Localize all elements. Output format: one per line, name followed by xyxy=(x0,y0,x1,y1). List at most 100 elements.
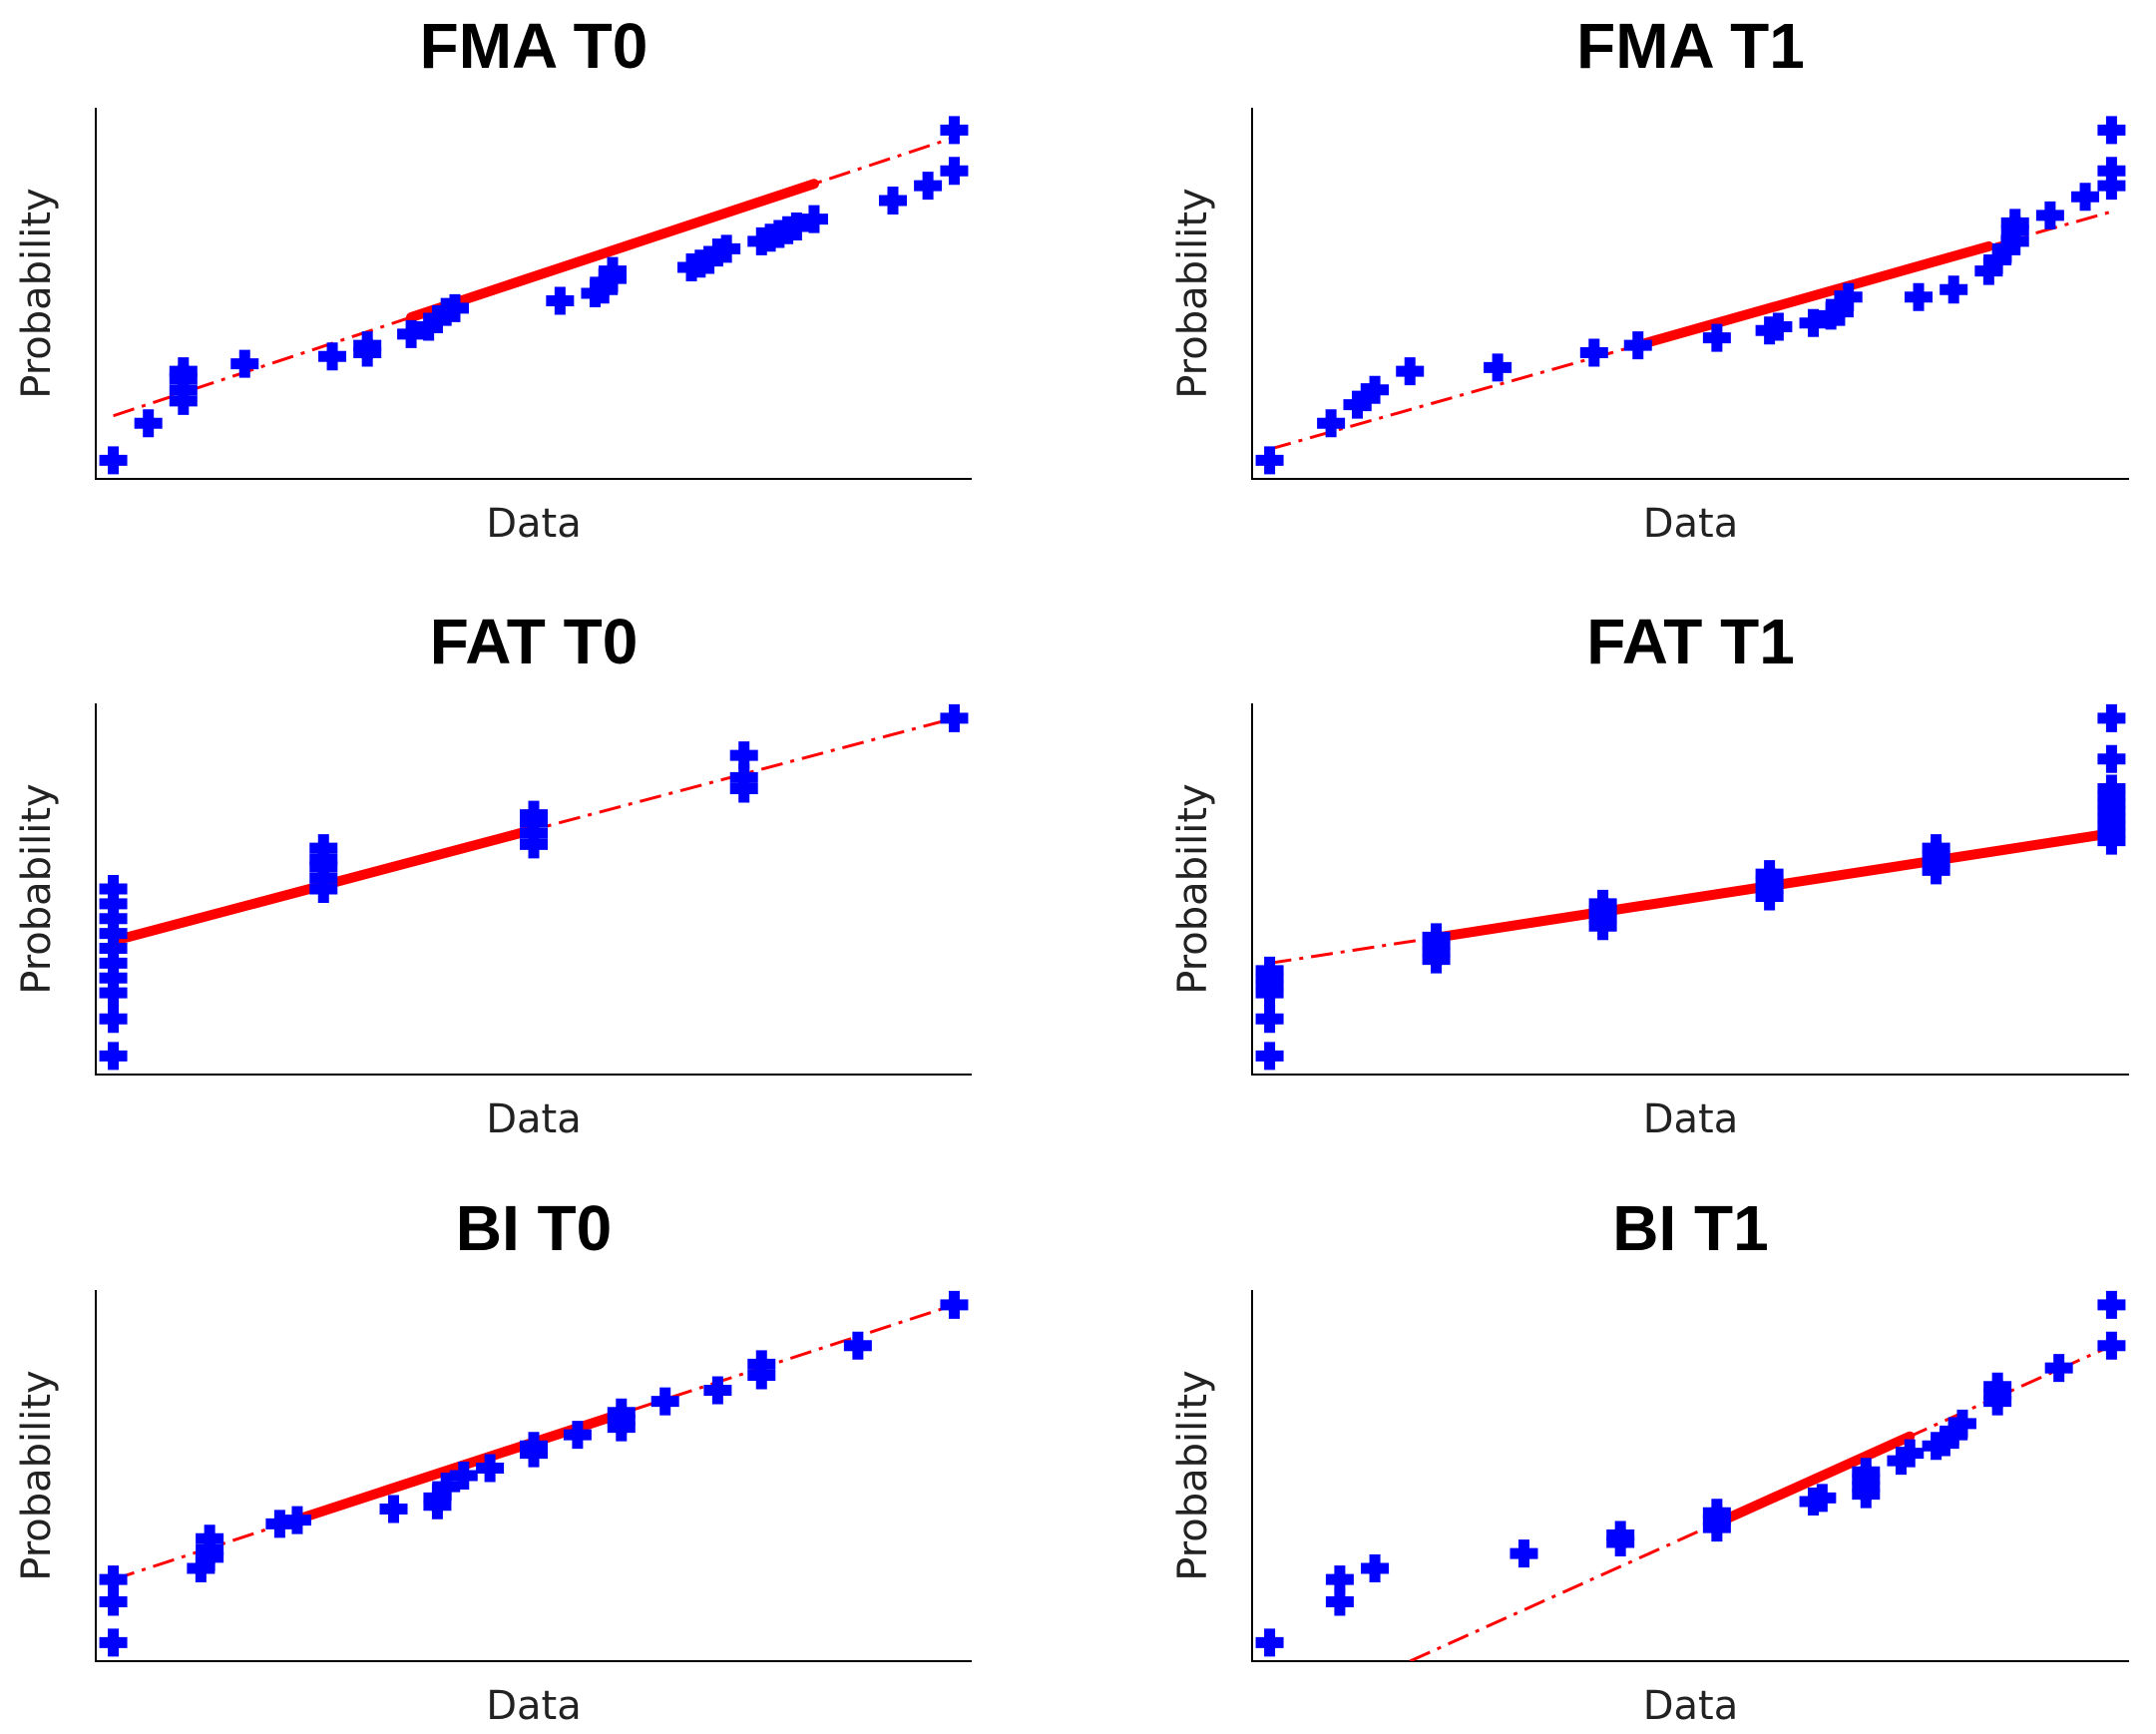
chart-panel: FAT T0 Data Probability xyxy=(14,606,972,1142)
data-point xyxy=(1588,889,1617,918)
data-point xyxy=(520,1432,548,1461)
data-point xyxy=(99,1042,128,1071)
chart-title: BI T1 xyxy=(1612,1192,1768,1264)
data-point xyxy=(1834,282,1863,311)
data-point xyxy=(1905,282,1934,311)
data-point xyxy=(1799,308,1828,337)
data-point xyxy=(265,1510,294,1538)
data-point xyxy=(99,1628,128,1657)
data-point xyxy=(694,245,723,274)
data-point xyxy=(196,1524,224,1553)
data-point xyxy=(747,1350,776,1379)
data-point xyxy=(1509,1539,1538,1568)
data-point xyxy=(1702,323,1731,352)
data-point xyxy=(99,979,128,1008)
data-point xyxy=(2097,744,2126,773)
data-point xyxy=(1947,1409,1976,1438)
data-point xyxy=(1255,956,1284,985)
data-point xyxy=(1579,338,1608,367)
data-point xyxy=(1808,1484,1837,1513)
data-point xyxy=(1361,1554,1390,1582)
data-point xyxy=(2097,116,2126,145)
data-point xyxy=(353,331,382,360)
reference-line-solid xyxy=(406,179,819,322)
data-point xyxy=(282,1506,311,1534)
y-axis-label: Probability xyxy=(14,188,60,398)
data-point xyxy=(230,349,259,378)
data-point xyxy=(169,357,198,386)
data-point xyxy=(1887,1447,1916,1476)
data-point xyxy=(1255,1628,1284,1657)
data-point xyxy=(99,919,128,948)
data-point xyxy=(1983,245,2012,274)
data-point xyxy=(1825,290,1854,319)
data-point xyxy=(99,1587,128,1616)
data-point xyxy=(1422,923,1451,952)
data-point xyxy=(397,319,426,348)
data-point xyxy=(99,1565,128,1594)
data-point xyxy=(440,293,469,322)
data-point xyxy=(940,157,969,186)
y-axis-label: Probability xyxy=(1170,188,1216,398)
x-axis-label: Data xyxy=(486,1683,582,1729)
data-point xyxy=(1983,1372,2012,1401)
data-point xyxy=(2097,172,2126,201)
y-axis-label: Probability xyxy=(14,1370,60,1580)
chart-title: FMA T0 xyxy=(420,10,648,82)
data-point xyxy=(1255,1042,1284,1071)
reference-line-solid xyxy=(1711,1431,1916,1528)
data-point xyxy=(1317,409,1346,438)
y-axis-label: Probability xyxy=(14,783,60,994)
axis-lines xyxy=(95,108,972,480)
data-point xyxy=(1255,446,1284,475)
data-point xyxy=(782,213,811,241)
x-axis-label: Data xyxy=(1643,1683,1739,1729)
data-point xyxy=(650,1387,679,1416)
data-point xyxy=(940,116,969,145)
data-point xyxy=(914,172,943,201)
data-point xyxy=(1361,375,1390,404)
reference-line-dashed xyxy=(113,136,955,418)
data-point xyxy=(432,1473,461,1502)
axis-lines xyxy=(1251,703,2129,1076)
data-point xyxy=(1940,1417,1968,1446)
chart-title: FMA T1 xyxy=(1576,10,1805,82)
data-point xyxy=(799,205,828,233)
data-point xyxy=(2097,157,2126,186)
chart-panel: FAT T1 Data Probability xyxy=(1170,606,2129,1142)
chart-title: BI T0 xyxy=(456,1192,612,1264)
y-axis-label: Probability xyxy=(1170,1370,1216,1580)
data-point xyxy=(1623,331,1652,360)
data-point xyxy=(1352,383,1381,412)
data-point xyxy=(99,949,128,978)
data-point xyxy=(546,286,575,315)
data-point xyxy=(2035,201,2064,229)
data-point xyxy=(712,234,741,263)
data-point xyxy=(1484,353,1512,382)
data-point xyxy=(2071,183,2100,212)
data-point xyxy=(2044,1354,2073,1383)
chart-title: FAT T1 xyxy=(1586,606,1795,677)
data-point xyxy=(2097,774,2126,803)
data-point xyxy=(703,1376,732,1405)
data-point xyxy=(1974,256,2003,285)
data-point xyxy=(2000,209,2029,237)
data-point xyxy=(99,934,128,963)
data-point xyxy=(729,741,758,770)
axis-lines xyxy=(95,1290,972,1662)
data-point xyxy=(414,312,443,341)
data-point xyxy=(449,1462,478,1490)
data-point xyxy=(309,834,338,863)
data-point xyxy=(843,1331,872,1360)
axis-lines xyxy=(1251,1290,2129,1662)
data-point xyxy=(423,305,452,334)
data-point xyxy=(599,256,628,285)
data-point xyxy=(2097,1331,2126,1360)
axis-lines xyxy=(1251,108,2129,480)
data-point xyxy=(1606,1520,1635,1549)
axis-lines xyxy=(95,703,972,1076)
data-point xyxy=(2097,703,2126,732)
data-point xyxy=(1325,1587,1354,1616)
chart-panel: FMA T1 Data Probability xyxy=(1170,10,2129,547)
chart-panel: FMA T0 Data Probability xyxy=(14,10,972,547)
